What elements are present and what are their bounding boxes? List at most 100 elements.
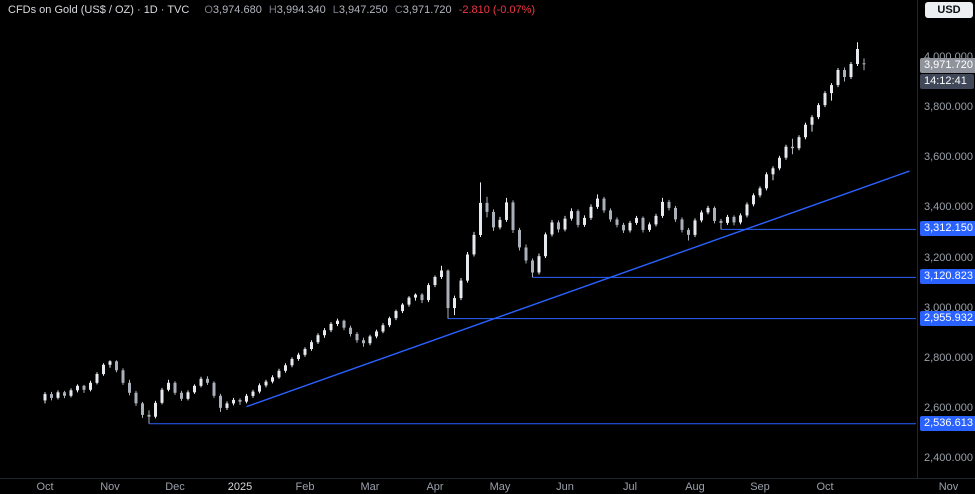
price-tick-label: 3,800.000 [924,101,973,113]
candle-body [466,254,469,281]
symbol-legend[interactable]: CFDs on Gold (US$ / OZ) · 1D · TVC O3,974… [8,4,535,17]
low-label: L [332,4,339,16]
level-price-chip[interactable]: 3,312.150 [920,221,975,236]
time-axis-month-label: Mar [360,481,380,493]
candle-body [173,382,177,393]
candle-body [232,399,235,404]
candle-body [680,219,684,230]
candle-body [719,220,723,223]
candle-body [316,335,320,343]
candle-body [212,382,216,396]
candle-body [817,105,820,118]
candle-body [297,354,300,359]
time-axis-month-label: Sep [750,481,770,493]
candle-body [589,206,593,218]
candle-body [479,202,482,235]
candle-body [524,247,528,261]
candle-body [583,217,586,225]
candle-body [797,137,801,149]
candle-body [82,385,86,390]
candle-body [843,70,846,77]
candle-body [63,392,66,396]
close-label: C [394,4,403,16]
candle-body [446,270,450,309]
candle-body [50,394,53,398]
candle-body [537,256,541,273]
high-label: H [268,4,277,16]
price-tick-label: 3,200.000 [924,252,973,264]
candle-body [394,311,398,319]
candle-body [505,202,508,220]
time-axis-month-label: Feb [295,481,315,493]
candle-body [648,224,651,230]
candle-body [154,402,157,417]
time-axis-month-label: Jul [622,481,638,493]
candle-body [771,168,775,175]
price-tick-label: 3,400.000 [924,201,973,213]
price-axis[interactable]: USD 3,971.720 14:12:41 4,000.000 3,800.00… [917,0,975,478]
candle-body [602,198,606,211]
candle-body [102,364,105,375]
candle-body [95,374,99,383]
candle-body [674,207,677,220]
candle-body [667,201,671,208]
ascending-trendline[interactable] [246,170,910,408]
time-axis-month-label: May [489,481,511,493]
candle-body [414,294,417,298]
candle-body [336,320,339,324]
candle-body [791,146,794,149]
high-value: 3,994.340 [276,4,326,16]
candle-body [388,318,391,326]
candle-body [160,389,164,403]
trendline-layer [246,170,910,408]
candle-body [238,399,242,402]
currency-toggle-button[interactable]: USD [925,2,973,18]
time-axis[interactable]: Oct Nov Dec 2025 Feb Mar Apr May Jun Jul Aug Sep Oct… [0,478,975,494]
candle-body [69,390,73,396]
candle-body [784,146,788,158]
level-price-chip[interactable]: 2,955.932 [920,311,975,326]
price-tick-label: 2,600.000 [924,402,973,414]
candle-body [732,216,736,223]
candle-body [56,392,60,398]
candle-body [635,217,638,223]
candle-body [459,280,463,299]
candle-body [186,392,190,399]
level-price-chip[interactable]: 3,120.823 [920,269,975,284]
candle-body [225,403,229,408]
time-axis-month-label: Apr [426,481,444,493]
candle-body [836,70,840,85]
candle-body [193,385,196,393]
candle-body [271,377,274,382]
candle-body [687,229,690,235]
candle-body [810,117,814,125]
candle-body [433,277,437,285]
candle-body [355,333,359,341]
candle-body [303,349,307,355]
candle-body [713,207,716,221]
candle-body [550,222,554,235]
candle-body [693,220,697,235]
candle-body [485,202,489,212]
candles-layer [43,42,866,424]
candle-body [576,211,580,225]
change-value: -2.810 (-0.07%) [458,4,536,16]
candle-body [427,285,430,301]
time-axis-month-label: Dec [165,481,185,493]
candle-body [661,201,664,216]
candle-body [557,222,560,230]
candle-body [108,361,112,365]
candle-body [342,320,346,328]
price-tick-label: 3,600.000 [924,151,973,163]
level-price-chip[interactable]: 2,536.613 [920,416,975,431]
time-axis-month-label: Oct [36,481,54,493]
candle-body [570,211,573,219]
candle-body [745,204,749,216]
time-axis-month-label: Nov [938,481,959,493]
candle-body [277,370,281,378]
candle-body [284,365,287,371]
close-value: 3,971.720 [402,4,452,16]
candle-body [758,188,762,196]
